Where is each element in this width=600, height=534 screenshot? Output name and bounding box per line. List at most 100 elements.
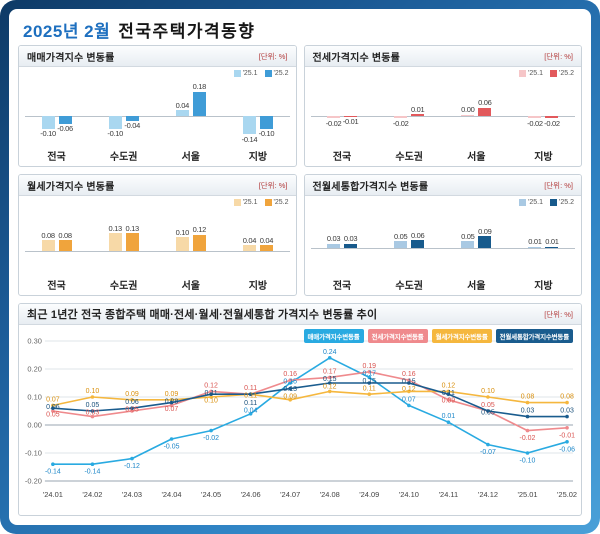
- bar-plot: 0.03 0.03: [309, 209, 376, 275]
- bar-value-label: 0.18: [192, 82, 207, 92]
- panel-title: 매매가격지수 변동률: [27, 52, 115, 64]
- category-label: 서울: [181, 152, 201, 163]
- point-value-label: 0.11: [442, 390, 455, 397]
- point-value-label: 0.24: [323, 349, 337, 356]
- point-value-label: 0.07: [165, 406, 179, 413]
- bar-plot: 0.13 0.13: [90, 209, 157, 275]
- trend-point: [446, 389, 451, 394]
- x-axis-tick-label: '24.02: [82, 490, 102, 499]
- point-value-label: 0.17: [363, 370, 377, 377]
- point-value-label: 0.08: [560, 394, 574, 401]
- panel-header: 월세가격지수 변동률 [단위: %]: [19, 175, 296, 196]
- bar-plot: 0.01 0.01: [510, 209, 577, 275]
- x-axis-tick-label: '24.12: [478, 490, 498, 499]
- trend-point: [565, 400, 569, 405]
- bar-group: -0.02 -0.02 지방: [510, 80, 577, 166]
- bar-value-label: 0.08: [58, 230, 72, 240]
- point-value-label: 0.01: [442, 413, 456, 420]
- unit-label: [단위: %]: [544, 180, 573, 190]
- trend-line: [52, 382, 568, 418]
- chart-legend: '25.1 '25.2: [519, 199, 574, 206]
- panel-title: 전월세통합가격지수 변동률: [312, 181, 429, 193]
- point-value-label: 0.08: [521, 394, 535, 401]
- bar: [192, 91, 206, 116]
- point-value-label: 0.11: [244, 400, 257, 407]
- point-value-label: 0.11: [205, 390, 218, 397]
- trend-point: [525, 400, 530, 405]
- bar: [175, 237, 189, 251]
- bar-chart-area: -0.02 -0.01 전국 -0.02 0.01 수도권 0.00 0.06 서울 -0.02-…: [309, 80, 578, 166]
- bar-value-label: 0.01: [545, 237, 559, 247]
- trend-point: [288, 381, 292, 385]
- point-value-label: 0.05: [481, 409, 495, 416]
- trend-point: [209, 389, 213, 394]
- legend-swatch: [550, 199, 558, 206]
- point-value-label: 0.15: [283, 379, 297, 386]
- point-value-label: 0.09: [442, 397, 456, 404]
- bar-plot: 0.05 0.06: [376, 209, 443, 275]
- bar-value-label: 0.04: [175, 100, 190, 110]
- bar: [41, 240, 55, 251]
- trend-point: [407, 381, 411, 385]
- trend-point: [130, 398, 134, 402]
- point-value-label: -0.02: [520, 435, 536, 442]
- point-value-label: 0.08: [165, 398, 179, 405]
- page-title: 전국주택가격동향: [118, 21, 256, 41]
- panel-yearly-trend: 최근 1년간 전국 종합주택 매매·전세·월세·전월세통합 가격지수 변동률 추…: [18, 303, 582, 516]
- category-label: 지방: [248, 281, 268, 292]
- legend-swatch: [519, 70, 527, 77]
- bar: [411, 240, 425, 248]
- bar-plot: 0.10 0.12: [157, 209, 224, 275]
- unit-label: [단위: %]: [544, 309, 573, 319]
- legend-label: '25.1: [528, 70, 544, 77]
- bar-value-label: 0.03: [343, 234, 358, 244]
- axis-baseline: [310, 247, 575, 249]
- trend-point: [407, 403, 411, 408]
- category-label: 전국: [332, 152, 352, 163]
- point-value-label: -0.06: [559, 446, 575, 453]
- trend-point: [446, 392, 451, 396]
- bar-plot: -0.02 -0.01: [309, 80, 376, 146]
- bar-group: 0.04 0.18 서울: [157, 80, 224, 166]
- bar-value-label: 0.08: [41, 230, 55, 240]
- x-axis-tick-label: '24.01: [43, 490, 63, 499]
- bar-value-label: 0.10: [175, 227, 190, 237]
- point-value-label: 0.05: [46, 411, 60, 418]
- bar-value-label: -0.01: [342, 117, 359, 127]
- bar: [259, 245, 273, 251]
- panel-sale-price-index: 매매가격지수 변동률 [단위: %] '25.1'25.2 -0.10 -0.06…: [18, 45, 297, 167]
- category-label: 수도권: [109, 281, 138, 292]
- point-value-label: 0.06: [46, 404, 60, 411]
- bar-value-label: 0.12: [192, 225, 207, 235]
- bar-group: 0.01 0.01 지방: [510, 209, 577, 295]
- bar-value-label: -0.02: [544, 118, 560, 128]
- point-value-label: 0.12: [402, 386, 416, 393]
- axis-baseline: [25, 115, 290, 117]
- bar-plot: 0.04 0.04: [224, 209, 291, 275]
- point-value-label: -0.02: [203, 435, 219, 442]
- bar: [528, 115, 542, 119]
- category-label: 지방: [248, 152, 268, 163]
- point-value-label: -0.07: [480, 449, 496, 456]
- point-value-label: 0.07: [402, 396, 416, 403]
- bar-group: -0.10 -0.06 전국: [23, 80, 90, 166]
- bar: [58, 240, 72, 251]
- bar: [125, 115, 139, 121]
- bar-value-label: 0.04: [259, 235, 274, 245]
- trend-point: [486, 409, 490, 413]
- point-value-label: 0.16: [283, 371, 297, 378]
- bar: [344, 115, 358, 117]
- axis-baseline: [310, 115, 575, 117]
- trend-point: [367, 375, 372, 380]
- point-value-label: 0.12: [204, 382, 218, 389]
- point-value-label: 0.19: [363, 363, 377, 370]
- bar: [394, 115, 408, 119]
- trend-legend-item: 매매가격지수변동률: [303, 329, 364, 343]
- bar-group: -0.02 0.01 수도권: [376, 80, 443, 166]
- trend-point: [407, 378, 411, 382]
- trend-legend-item: 전월세통합가격지수변동률: [495, 329, 573, 343]
- bar-plot: -0.10 -0.04: [90, 80, 157, 146]
- trend-point: [446, 398, 451, 402]
- unit-label: [단위: %]: [258, 51, 288, 61]
- bar: [327, 243, 341, 248]
